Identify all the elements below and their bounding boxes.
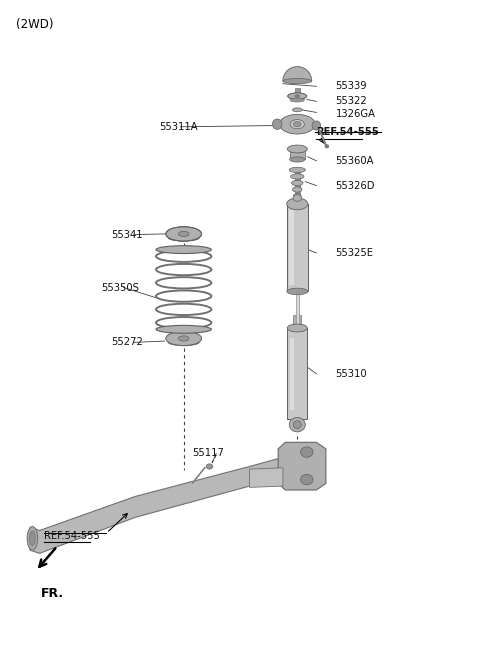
Text: 55325E: 55325E [336, 248, 373, 258]
Ellipse shape [291, 180, 303, 186]
Ellipse shape [293, 195, 301, 201]
Polygon shape [283, 67, 312, 81]
Bar [295, 88, 300, 96]
Ellipse shape [179, 232, 189, 237]
Ellipse shape [206, 464, 213, 469]
Ellipse shape [166, 227, 202, 241]
Bar [289, 149, 305, 159]
Ellipse shape [287, 324, 307, 332]
Ellipse shape [290, 174, 304, 179]
Ellipse shape [27, 527, 37, 550]
Ellipse shape [168, 339, 199, 346]
Ellipse shape [166, 331, 202, 346]
Ellipse shape [287, 288, 308, 295]
Bar [295, 170, 300, 199]
Ellipse shape [273, 119, 282, 129]
Ellipse shape [312, 121, 321, 130]
Ellipse shape [289, 167, 305, 173]
Text: 55339: 55339 [336, 81, 367, 91]
Bar [293, 315, 301, 328]
Ellipse shape [283, 79, 312, 84]
Ellipse shape [289, 417, 305, 432]
Text: 55117: 55117 [192, 449, 224, 459]
Text: REF.54-555: REF.54-555 [316, 127, 379, 137]
Text: 55310: 55310 [336, 369, 367, 379]
Polygon shape [278, 442, 326, 490]
Ellipse shape [292, 93, 302, 98]
Text: (2WD): (2WD) [16, 18, 53, 31]
Ellipse shape [287, 198, 308, 210]
Ellipse shape [288, 93, 307, 99]
Bar [287, 204, 308, 291]
Bar [287, 328, 307, 419]
Ellipse shape [293, 121, 301, 127]
Text: 55350S: 55350S [102, 283, 140, 293]
Text: 55311A: 55311A [159, 122, 197, 132]
Ellipse shape [30, 531, 35, 546]
Text: 55360A: 55360A [336, 155, 374, 166]
Ellipse shape [290, 119, 304, 129]
Bar [296, 291, 299, 328]
Bar [289, 211, 294, 285]
Ellipse shape [156, 325, 211, 333]
Text: 55322: 55322 [336, 96, 367, 106]
Text: REF.54-555: REF.54-555 [44, 531, 100, 541]
Polygon shape [30, 452, 297, 554]
Ellipse shape [287, 145, 307, 153]
Ellipse shape [289, 157, 305, 162]
Ellipse shape [168, 235, 199, 241]
Ellipse shape [300, 447, 313, 457]
Ellipse shape [295, 95, 300, 97]
Text: 55326D: 55326D [336, 180, 375, 191]
Ellipse shape [293, 194, 301, 199]
Text: 55272: 55272 [111, 337, 143, 348]
Ellipse shape [279, 114, 315, 134]
Text: FR.: FR. [40, 587, 64, 600]
Ellipse shape [156, 246, 211, 253]
Ellipse shape [290, 98, 304, 102]
Ellipse shape [292, 108, 302, 112]
Ellipse shape [293, 420, 301, 428]
Ellipse shape [325, 145, 329, 148]
Ellipse shape [292, 187, 302, 192]
Text: 1326GA: 1326GA [336, 109, 375, 119]
Text: 55341: 55341 [111, 230, 143, 239]
Ellipse shape [179, 336, 189, 341]
Polygon shape [250, 468, 283, 487]
Ellipse shape [300, 474, 313, 485]
Bar [289, 338, 294, 409]
